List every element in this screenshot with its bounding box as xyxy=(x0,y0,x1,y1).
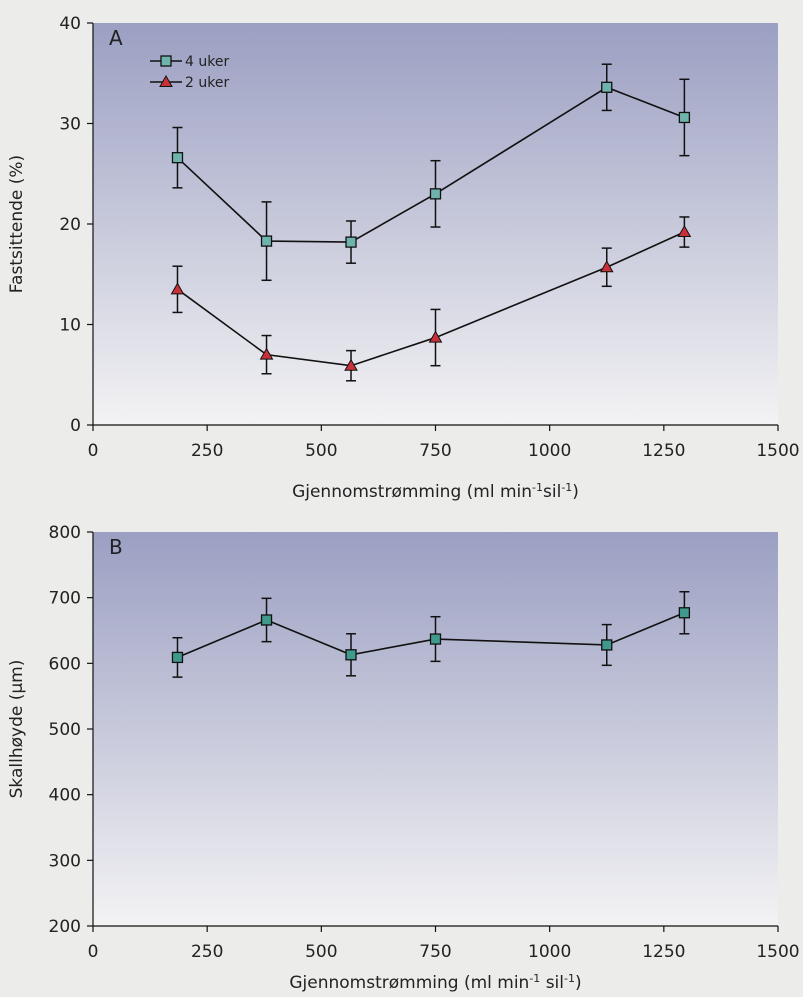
panel-b-x-title-end: ) xyxy=(575,973,582,993)
panel-b-y-tick-label: 300 xyxy=(49,851,81,871)
legend-marker xyxy=(159,74,173,87)
panel-b-y-axis-title: Skallhøyde (µm) xyxy=(7,660,27,799)
legend-label: 2 uker xyxy=(185,75,229,91)
panel-a-x-title-sup1: -1 xyxy=(532,481,543,494)
legend-label: 4 uker xyxy=(185,54,229,70)
panel-a-x-title-main: Gjennomstrømming (ml min xyxy=(292,482,532,502)
panel-b-x-tick-label: 1250 xyxy=(642,942,685,962)
panel-b-x-tick-label: 750 xyxy=(419,942,451,962)
panel-a-x-tick-label: 500 xyxy=(305,441,337,461)
panel-a-data-point xyxy=(678,111,691,124)
panel-b-y-tick-label: 700 xyxy=(49,589,81,609)
panel-b-y-tick-label: 500 xyxy=(49,720,81,740)
panel-a-chart: A 4 uker 2 uker Fastsittende (%) Gjennoms… xyxy=(7,14,800,502)
panel-a-label: A xyxy=(109,26,123,50)
panel-a-x-title-sup2: -1 xyxy=(561,481,572,494)
panel-b-plot-area xyxy=(93,532,778,926)
panel-a-data-point xyxy=(344,358,358,371)
panel-a-x-tick-label: 1000 xyxy=(528,441,571,461)
panel-a-data-point xyxy=(677,225,692,238)
panel-a-x-tick-label: 250 xyxy=(191,441,223,461)
panel-a-y-tick-label: 30 xyxy=(59,115,81,135)
panel-b-x-title-main: Gjennomstrømming (ml min xyxy=(289,973,529,993)
panel-a-data-point xyxy=(170,282,185,295)
panel-a-x-title-mid: sil xyxy=(543,482,561,502)
panel-a-data-point xyxy=(171,152,184,164)
panel-b-y-tick-label: 800 xyxy=(49,523,81,543)
panel-b-data-point xyxy=(429,633,442,645)
panel-a-x-tick-label: 0 xyxy=(88,441,99,461)
panel-a-data-point xyxy=(260,235,273,247)
panel-a-data-point xyxy=(259,347,274,360)
panel-a-x-tick-label: 1250 xyxy=(642,441,685,461)
panel-a-y-tick-label: 40 xyxy=(59,14,81,34)
panel-a-data-point xyxy=(599,260,614,273)
panel-a-series-2 xyxy=(170,216,692,382)
panel-b-x-axis-title: Gjennomstrømming (ml min-1 sil-1) xyxy=(289,972,581,994)
panel-a-y-tick-label: 10 xyxy=(59,316,81,336)
panel-a-series-1 xyxy=(171,63,691,282)
panel-a-y-axis-title: Fastsittende (%) xyxy=(7,155,27,293)
panel-a-legend: 4 uker 2 uker xyxy=(150,54,229,91)
panel-b-series-1 xyxy=(171,591,691,678)
panel-b-x-tick-label: 0 xyxy=(88,942,99,962)
panel-b-y-tick-label: 600 xyxy=(49,654,81,674)
panel-b-x-title-sup2: -1 xyxy=(564,972,575,985)
panel-b-x-tick-label: 250 xyxy=(191,942,223,962)
panel-b-x-tick-label: 1000 xyxy=(528,942,571,962)
panel-b-x-tick-label: 1500 xyxy=(756,942,799,962)
panel-a-y-tick-label: 20 xyxy=(59,215,81,235)
panel-b-y-tick-label: 400 xyxy=(49,786,81,806)
panel-b-x-title-sup1: -1 xyxy=(529,972,540,985)
panel-b-data-point xyxy=(678,607,691,619)
panel-a-data-point xyxy=(429,188,442,200)
panel-b-data-point xyxy=(171,651,184,664)
panel-a-data-point xyxy=(601,81,613,93)
panel-b-y-tick-label: 200 xyxy=(49,917,81,937)
panel-b-data-point xyxy=(260,614,273,626)
panel-a-y-tick-label: 0 xyxy=(70,416,81,436)
panel-a-x-title-end: ) xyxy=(572,482,579,502)
legend-marker xyxy=(160,55,172,67)
panel-b-x-title-mid: sil xyxy=(540,973,564,993)
panel-b-data-point xyxy=(601,639,613,651)
panel-b-label: B xyxy=(109,535,123,559)
panel-b-x-tick-label: 500 xyxy=(305,942,337,962)
panel-a-data-point xyxy=(345,236,357,248)
panel-a-data-point xyxy=(428,330,443,343)
panel-b-series-1-line xyxy=(177,612,685,659)
panel-b-data-point xyxy=(345,649,357,661)
panel-a-series-2-line xyxy=(177,231,685,367)
panel-a-x-tick-label: 750 xyxy=(419,441,451,461)
panel-b-chart: B Skallhøyde (µm) Gjennomstrømming (ml m… xyxy=(7,523,800,993)
panel-a-x-tick-label: 1500 xyxy=(756,441,799,461)
panel-a-series-1-line xyxy=(176,86,685,243)
panel-a-x-axis-title: Gjennomstrømming (ml min-1sil-1) xyxy=(292,481,579,503)
